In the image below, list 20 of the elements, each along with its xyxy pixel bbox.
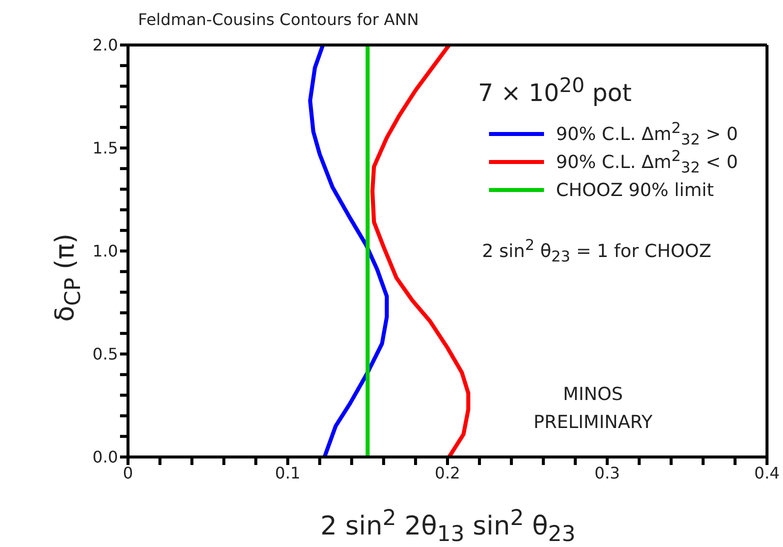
x-axis-title: 2 sin$^{2}$ 2θ$_{13}$ sin$^{2}$ θ$_{23}$ — [319, 506, 577, 547]
legend-label: 90% C.L. Δm$^{2}$$_{32}$ > 0 — [556, 119, 738, 149]
x-tick-label: 0.2 — [434, 463, 460, 482]
chart-title: Feldman-Cousins Contours for ANN — [138, 10, 419, 29]
line-series — [370, 45, 470, 457]
annotation: 7 × 10$^{20}$ pot — [478, 73, 632, 107]
legend-label: 90% C.L. Δm$^{2}$$_{32}$ < 0 — [556, 147, 738, 177]
y-tick-label: 0.0 — [92, 448, 118, 467]
x-tick-label: 0.4 — [754, 463, 780, 482]
x-tick-label: 0.3 — [594, 463, 620, 482]
y-tick-label: 1.5 — [92, 138, 118, 158]
line-series — [308, 45, 389, 457]
x-tick-label: 0 — [122, 463, 134, 482]
annotation: MINOS PRELIMINARY — [532, 383, 654, 435]
annotation: 2 sin$^{2}$ θ$_{23}$ = 1 for CHOOZ — [482, 236, 712, 266]
y-tick-label: 0.5 — [92, 344, 118, 364]
legend-label: CHOOZ 90% limit — [556, 180, 714, 200]
y-tick-label: 2.0 — [92, 36, 118, 55]
y-tick-label: 1.0 — [92, 242, 118, 261]
x-tick-label: 0.1 — [275, 463, 300, 482]
